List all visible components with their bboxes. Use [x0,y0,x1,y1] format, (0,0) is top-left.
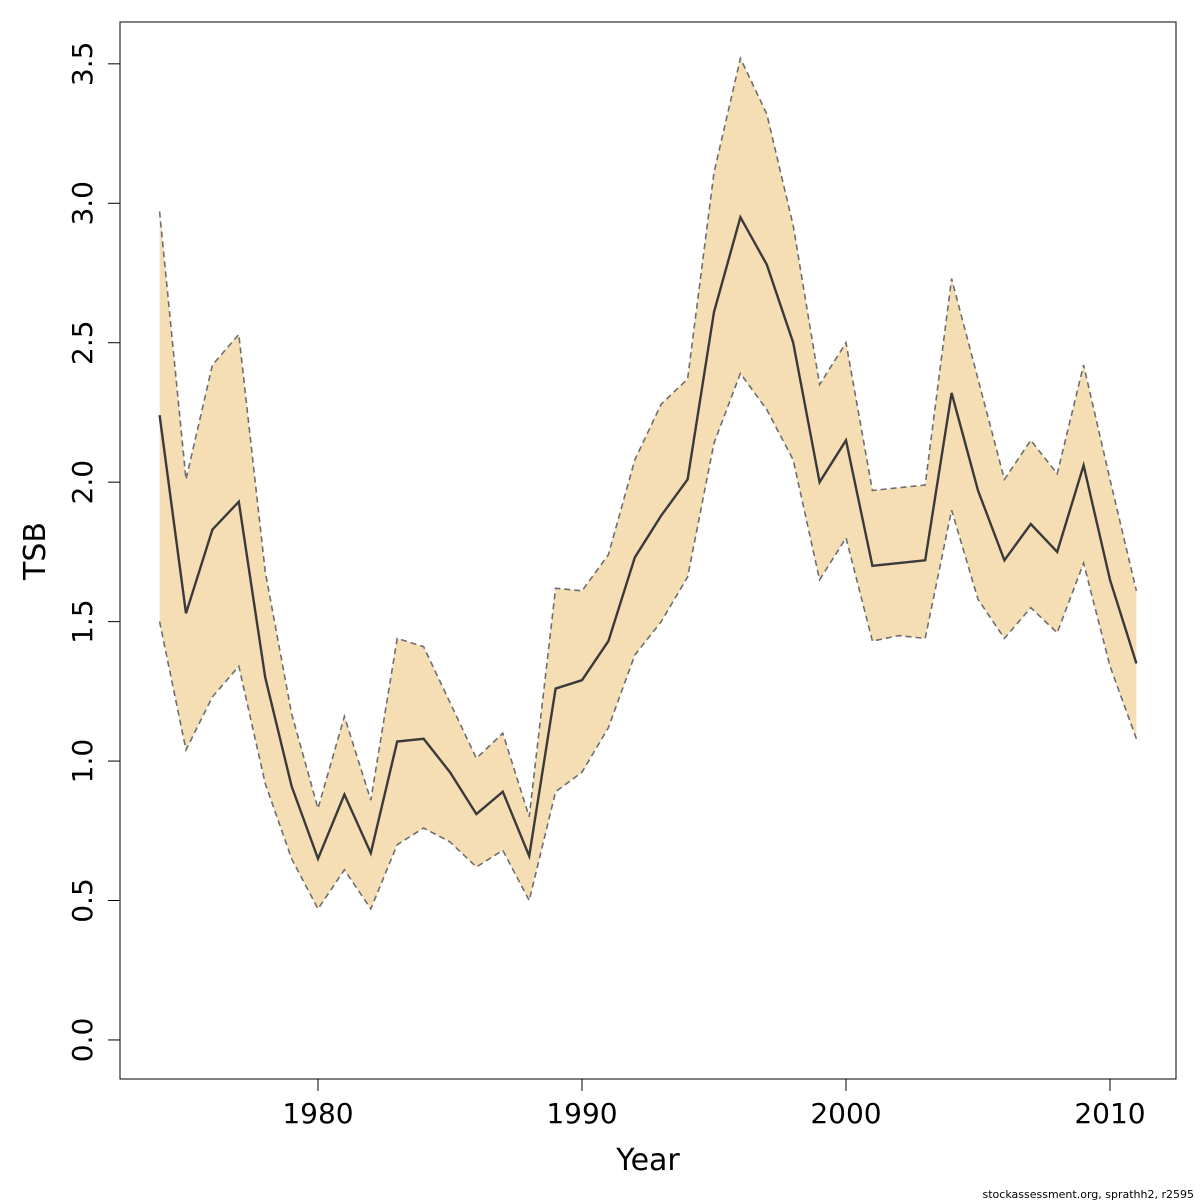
y-tick-label: 1.5 [66,599,99,644]
y-tick-label: 0.5 [66,878,99,923]
confidence-band [159,58,1137,909]
y-tick-label: 3.5 [66,42,99,87]
y-axis-title: TSB [18,522,53,581]
lower-bound-line [158,371,1138,911]
x-tick-label: 1990 [546,1097,617,1130]
x-axis: 1980 1990 2000 2010 [282,1078,1146,1130]
y-tick-label: 1.0 [66,739,99,784]
upper-bound-line [158,55,1138,818]
estimate-line-layer [158,214,1138,863]
y-tick-label: 3.0 [66,181,99,226]
x-tick-label: 2000 [810,1097,881,1130]
y-axis: 0.0 0.5 1.0 1.5 2.0 2.5 3.0 3.5 [66,42,121,1063]
confidence-band-layer [158,55,1138,911]
x-tick-label: 1980 [282,1097,353,1130]
x-tick-label: 2010 [1074,1097,1145,1130]
y-tick-label: 0.0 [66,1018,99,1063]
y-tick-label: 2.5 [66,320,99,365]
tsb-estimate-line [158,214,1138,863]
footer-credit: stockassessment.org, sprathh2, r2595 [983,1188,1194,1200]
x-axis-title: Year [615,1143,680,1178]
y-tick-label: 2.0 [66,460,99,505]
